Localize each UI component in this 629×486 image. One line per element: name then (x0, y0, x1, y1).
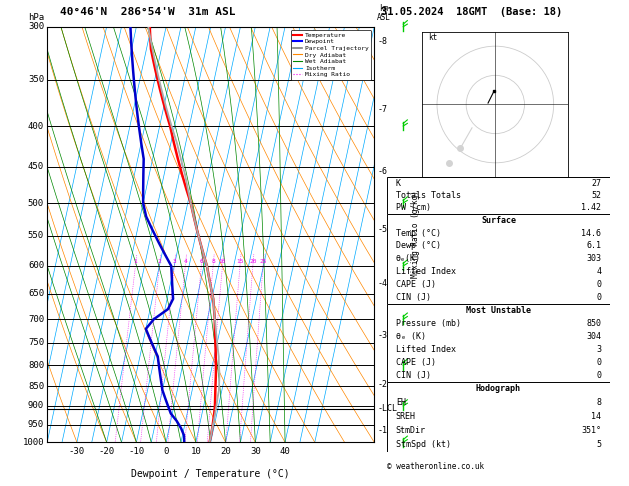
Text: 700: 700 (28, 314, 44, 324)
Text: km
ASL: km ASL (377, 4, 391, 22)
Text: 4: 4 (184, 259, 187, 264)
Text: 351°: 351° (581, 426, 601, 435)
Text: 303: 303 (586, 254, 601, 263)
Text: -3: -3 (377, 331, 387, 340)
Text: 600: 600 (28, 261, 44, 270)
Text: 304: 304 (586, 331, 601, 341)
Text: Temp (°C): Temp (°C) (396, 228, 441, 238)
Text: Lifted Index: Lifted Index (396, 345, 456, 354)
Text: 27: 27 (591, 179, 601, 188)
Text: Pressure (mb): Pressure (mb) (396, 319, 461, 328)
Text: StmDir: StmDir (396, 426, 426, 435)
Text: 25: 25 (259, 259, 267, 264)
Text: 40: 40 (280, 447, 291, 456)
Text: -7: -7 (377, 104, 387, 114)
Text: 0: 0 (164, 447, 169, 456)
Text: -8: -8 (377, 37, 387, 46)
Text: -10: -10 (128, 447, 145, 456)
Text: 2: 2 (158, 259, 162, 264)
Text: 31.05.2024  18GMT  (Base: 18): 31.05.2024 18GMT (Base: 18) (381, 7, 562, 17)
Text: kt: kt (428, 34, 438, 42)
Text: K: K (396, 179, 401, 188)
Text: 30: 30 (250, 447, 260, 456)
Text: 52: 52 (591, 191, 601, 200)
Text: Mixing Ratio (g/kg): Mixing Ratio (g/kg) (411, 191, 420, 278)
Text: 850: 850 (586, 319, 601, 328)
Text: 0: 0 (596, 358, 601, 366)
Text: 500: 500 (28, 199, 44, 208)
Text: 40°46'N  286°54'W  31m ASL: 40°46'N 286°54'W 31m ASL (60, 7, 235, 17)
Text: 6.1: 6.1 (586, 242, 601, 250)
Text: EH: EH (396, 398, 406, 407)
Text: Most Unstable: Most Unstable (466, 306, 531, 315)
Text: 950: 950 (28, 420, 44, 429)
Text: 900: 900 (28, 401, 44, 410)
Text: 1: 1 (133, 259, 137, 264)
Text: 14: 14 (591, 412, 601, 421)
Text: CAPE (J): CAPE (J) (396, 358, 436, 366)
Legend: Temperature, Dewpoint, Parcel Trajectory, Dry Adiabat, Wet Adiabat, Isotherm, Mi: Temperature, Dewpoint, Parcel Trajectory… (291, 30, 371, 80)
Text: 450: 450 (28, 162, 44, 171)
Text: -LCL: -LCL (377, 404, 398, 413)
Text: 350: 350 (28, 75, 44, 85)
Text: 5: 5 (596, 440, 601, 450)
Text: StmSpd (kt): StmSpd (kt) (396, 440, 451, 450)
Text: 6: 6 (199, 259, 203, 264)
Text: 3: 3 (172, 259, 176, 264)
Text: 20: 20 (249, 259, 257, 264)
Text: Surface: Surface (481, 216, 516, 225)
Text: SREH: SREH (396, 412, 416, 421)
Text: 550: 550 (28, 231, 44, 241)
Text: 0: 0 (596, 293, 601, 302)
Text: Dewp (°C): Dewp (°C) (396, 242, 441, 250)
Text: 3: 3 (596, 345, 601, 354)
Text: 10: 10 (191, 447, 201, 456)
Text: -2: -2 (377, 380, 387, 389)
Text: 14.6: 14.6 (581, 228, 601, 238)
Text: 300: 300 (28, 22, 44, 31)
Text: 0: 0 (596, 370, 601, 380)
Text: Dewpoint / Temperature (°C): Dewpoint / Temperature (°C) (131, 469, 290, 479)
Text: CIN (J): CIN (J) (396, 370, 431, 380)
Text: Totals Totals: Totals Totals (396, 191, 461, 200)
Text: 10: 10 (219, 259, 226, 264)
Text: θₑ (K): θₑ (K) (396, 331, 426, 341)
Text: -4: -4 (377, 279, 387, 288)
Text: 800: 800 (28, 361, 44, 370)
Text: PW (cm): PW (cm) (396, 203, 431, 212)
Text: 850: 850 (28, 382, 44, 391)
Text: 20: 20 (220, 447, 231, 456)
Text: 400: 400 (28, 122, 44, 131)
Text: 750: 750 (28, 338, 44, 347)
Text: -1: -1 (377, 426, 387, 435)
Text: CIN (J): CIN (J) (396, 293, 431, 302)
Text: 650: 650 (28, 289, 44, 298)
Text: 15: 15 (237, 259, 244, 264)
Text: -30: -30 (69, 447, 85, 456)
Text: 4: 4 (596, 267, 601, 276)
Text: © weatheronline.co.uk: © weatheronline.co.uk (387, 462, 484, 471)
Text: CAPE (J): CAPE (J) (396, 280, 436, 289)
Text: -20: -20 (99, 447, 114, 456)
Text: 8: 8 (596, 398, 601, 407)
Text: 1000: 1000 (23, 438, 44, 447)
Text: 0: 0 (596, 280, 601, 289)
Text: 8: 8 (211, 259, 215, 264)
Text: Hodograph: Hodograph (476, 384, 521, 393)
Text: 1.42: 1.42 (581, 203, 601, 212)
Text: Lifted Index: Lifted Index (396, 267, 456, 276)
Text: -5: -5 (377, 225, 387, 234)
Text: hPa: hPa (28, 13, 44, 22)
Text: θₑ(K): θₑ(K) (396, 254, 421, 263)
Text: -6: -6 (377, 167, 387, 176)
